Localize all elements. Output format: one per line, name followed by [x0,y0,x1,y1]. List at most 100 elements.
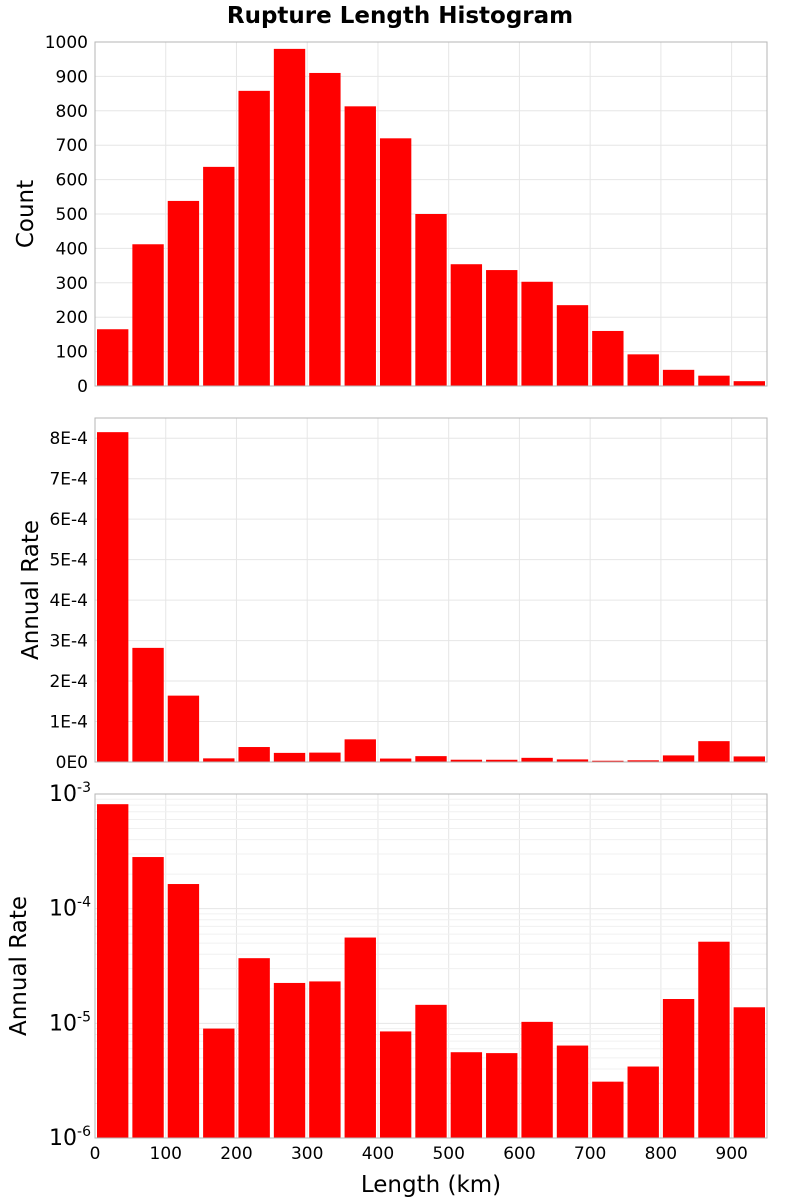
bar [662,999,695,1138]
plot-frame [94,793,768,1139]
y-tick-label: 400 [56,239,88,259]
y-tick-label: 900 [56,67,88,87]
bar [273,48,306,386]
y-tick-label: 10-3 [49,780,91,807]
y-tick-label: 0E0 [56,753,88,773]
y-axis-label: Annual Rate [18,520,44,660]
y-tick-label: 1E-4 [49,713,88,733]
y-axis-label: Count [13,180,39,248]
bar [733,381,765,386]
bar [627,1066,659,1138]
bar [344,106,376,386]
bar [486,759,518,762]
bar [167,695,200,762]
bar [97,329,129,386]
bar [627,354,659,386]
x-tick-label: 0 [90,1144,101,1164]
bar [450,1052,483,1138]
panels-group: 01002003004005006007008009001000Count0E0… [6,33,768,1198]
bar [592,760,624,762]
bar [167,884,200,1138]
y-tick-label: 200 [56,308,88,328]
x-tick-label: 700 [574,1144,606,1164]
bar [132,857,164,1138]
bar [486,270,518,386]
bar [450,264,483,386]
bar [415,756,447,762]
bar [167,200,200,386]
y-tick-label: 7E-4 [49,470,88,490]
x-tick-label: 200 [220,1144,252,1164]
bar [238,958,270,1138]
bar [203,758,235,762]
bar [344,739,376,762]
y-axis-label: Annual Rate [6,896,32,1036]
bar [486,1053,518,1138]
bar [309,981,341,1138]
bar [521,281,553,386]
y-tick-label: 600 [56,171,88,191]
bar [238,747,270,762]
bar [97,804,129,1138]
y-tick-label: 10-6 [49,1124,91,1151]
x-tick-label: 800 [645,1144,677,1164]
y-tick-label: 6E-4 [49,510,88,530]
y-tick-label: 2E-4 [49,672,88,692]
bar [379,1031,412,1138]
bar [556,305,589,386]
bar [203,1028,235,1138]
bar [132,244,164,386]
bar [415,1004,447,1138]
panel-rate-log: 10-6 10-5 10-4 10-3 Annual Rate 0 100 200 300 400… [6,780,768,1198]
y-tick-label: 1000 [45,33,88,53]
bar [273,752,306,762]
bar [521,1021,553,1138]
bar [698,741,730,762]
bar [450,759,483,762]
x-tick-label: 500 [432,1144,464,1164]
y-tick-label: 300 [56,274,88,294]
bar [592,1081,624,1138]
y-tick-label: 0 [77,377,88,397]
bar [592,330,624,386]
x-tick-label: 100 [150,1144,182,1164]
x-tick-label: 400 [362,1144,394,1164]
y-tick-label: 800 [56,102,88,122]
y-tick-label: 8E-4 [49,429,88,449]
bar [556,1045,589,1138]
bar [379,138,412,386]
plot-frame [94,41,768,387]
bar [662,755,695,762]
bar [733,756,765,762]
bar [132,647,164,762]
chart-title: Rupture Length Histogram [227,3,573,29]
bar [556,759,589,762]
x-axis-label: Length (km) [361,1172,501,1198]
x-tick-label: 600 [503,1144,535,1164]
panel-rate-linear: 0E0 1E-4 2E-4 3E-4 4E-4 5E-4 6E-4 7E-4 8E-4 Annua… [18,417,768,773]
bar [662,369,695,386]
bar [415,214,447,386]
y-tick-label: 100 [56,343,88,363]
bar [379,758,412,762]
bar [344,937,376,1138]
x-tick-label: 900 [715,1144,747,1164]
y-tick-label: 4E-4 [49,591,88,611]
bar [273,982,306,1138]
bar [698,375,730,386]
y-tick-label: 700 [56,136,88,156]
bar [698,941,730,1138]
plot-frame [94,417,768,763]
bar [733,1007,765,1138]
bar [309,752,341,762]
x-tick-label: 300 [291,1144,323,1164]
bar [309,72,341,387]
y-tick-label: 10-5 [49,1009,91,1036]
bar [521,757,553,762]
panel-count: 0 100 200 300 400 500 600 700 800 900 1000 Count [13,33,768,397]
bar [627,760,659,762]
bar [203,166,235,386]
y-tick-label: 3E-4 [49,632,88,652]
